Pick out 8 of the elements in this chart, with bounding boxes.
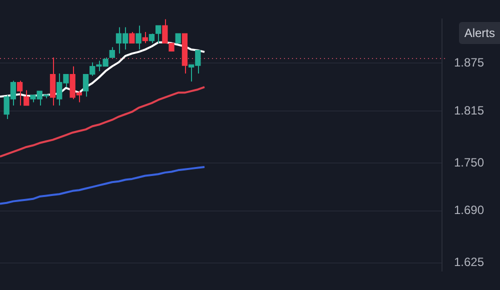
y-tick-label: 1.750: [454, 155, 484, 170]
y-tick-label: 1.815: [454, 103, 484, 118]
y-tick-label: 1.625: [454, 255, 484, 270]
candlestick: [129, 31, 135, 44]
y-tick-label: 1.690: [454, 203, 484, 218]
text: Alerts: [459, 22, 500, 44]
y-tick-label: 1.875: [454, 55, 484, 70]
candlestick: [136, 25, 142, 50]
